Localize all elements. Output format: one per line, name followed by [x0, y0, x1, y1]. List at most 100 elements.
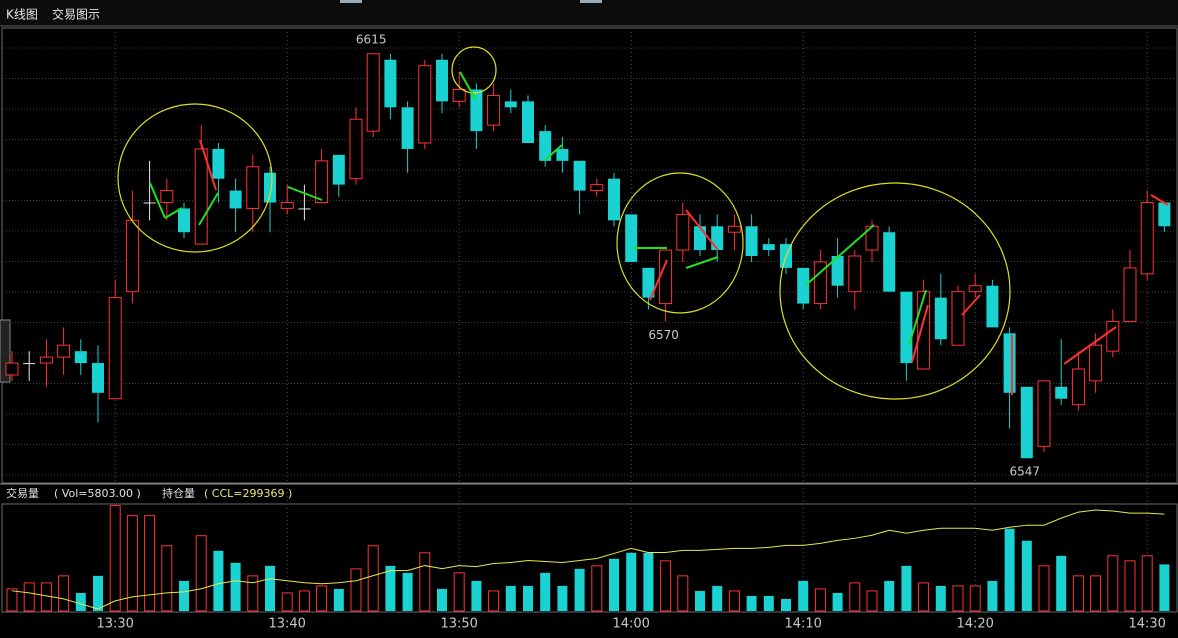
trend-line — [649, 259, 668, 301]
candle-body — [143, 202, 156, 204]
candle-body — [5, 362, 19, 376]
volume-bar — [505, 585, 516, 611]
annotation-circles — [117, 46, 1011, 400]
candle-body — [160, 190, 174, 203]
volume-bar — [918, 582, 930, 612]
trend-line — [961, 294, 981, 316]
candle-body — [848, 255, 862, 293]
volume-bar — [523, 585, 533, 611]
candle-body — [711, 226, 724, 251]
trend-line — [1063, 326, 1117, 365]
volume-bar — [6, 588, 18, 612]
volume-bar — [144, 515, 156, 612]
candle-body — [178, 208, 190, 233]
volume-bar — [574, 568, 585, 611]
volume-bar — [884, 580, 895, 611]
tab-bar — [0, 0, 1178, 26]
tab[interactable]: 交易图示 — [52, 7, 100, 22]
volume-bar — [350, 568, 362, 612]
x-tick-label: 14:00 — [612, 617, 649, 632]
candle-body — [401, 107, 414, 149]
candle-body — [57, 344, 71, 358]
scroll-handle[interactable] — [0, 319, 11, 383]
candle-body — [487, 94, 501, 126]
volume-bar — [798, 580, 809, 611]
candle-body — [452, 88, 466, 102]
candle-body — [676, 213, 690, 251]
volume-bar — [557, 585, 568, 611]
candle-body — [951, 291, 965, 346]
volume-bar — [1072, 575, 1084, 612]
x-tick-label: 13:40 — [268, 617, 305, 632]
volume-bar — [58, 575, 70, 612]
candle-body — [470, 89, 483, 132]
candle-body — [332, 154, 345, 185]
volume-bar — [987, 580, 998, 611]
volume-pane — [1, 503, 1178, 613]
volume-bar — [1021, 540, 1032, 611]
candle-body — [831, 256, 844, 286]
x-tick-label: 14:20 — [956, 617, 993, 632]
annotation-circle — [451, 46, 497, 94]
volume-bar — [316, 585, 328, 612]
volume-bar — [626, 552, 637, 611]
trend-line — [199, 139, 217, 191]
candle-body — [212, 148, 225, 179]
volume-bar — [746, 595, 757, 611]
extreme-label: 6615 — [356, 32, 387, 46]
volume-bar — [419, 552, 431, 612]
volume-bar — [952, 585, 964, 612]
volume-bar — [540, 572, 551, 611]
candle-body — [92, 363, 104, 393]
volume-bar — [832, 592, 843, 611]
volume-bar — [660, 560, 672, 612]
scroll-marker — [340, 0, 362, 3]
candle-body — [23, 363, 36, 365]
trend-lines — [149, 71, 1169, 395]
trend-line — [908, 289, 927, 346]
volume-bar — [453, 572, 465, 612]
trend-line — [685, 209, 719, 251]
extreme-label: 6570 — [648, 328, 679, 342]
candle-body — [934, 297, 947, 340]
volume-bar — [728, 590, 740, 612]
candle-body — [436, 59, 448, 102]
volume-value: ( Vol=5803.00 ) — [54, 487, 141, 500]
x-tick-label: 13:30 — [96, 617, 133, 632]
volume-bar — [179, 580, 189, 611]
volume-bar — [281, 592, 293, 612]
open-interest-line — [11, 509, 1165, 610]
trend-line — [685, 256, 719, 269]
candle-body — [797, 267, 810, 304]
volume-bar — [1056, 555, 1067, 611]
candle-body — [1020, 386, 1033, 459]
volume-bar — [367, 545, 379, 612]
volume-bar — [402, 572, 413, 611]
volume-bar — [643, 552, 654, 611]
tab[interactable]: K线图 — [6, 8, 38, 22]
candle-body — [366, 53, 380, 132]
volume-bar — [93, 575, 103, 611]
trend-line — [198, 192, 219, 226]
candle-body — [745, 226, 758, 256]
volume-bar — [195, 535, 207, 612]
candle-body — [1123, 267, 1137, 322]
candle-body — [349, 118, 363, 180]
candle-body — [694, 226, 706, 251]
trend-line — [287, 186, 323, 201]
trend-line — [911, 304, 929, 363]
candle-body — [1158, 202, 1171, 227]
volume-bar — [1159, 564, 1170, 611]
candle-body — [246, 166, 260, 209]
price-pane — [1, 27, 1178, 484]
oi-title: 持仓量 — [162, 486, 195, 500]
volume-bar — [161, 545, 173, 612]
candle-body — [608, 178, 620, 221]
volume-bar — [1124, 560, 1136, 612]
trend-line — [1150, 194, 1169, 206]
volume-bar — [969, 585, 981, 612]
candle-body — [727, 225, 741, 233]
candle-body — [900, 291, 913, 364]
volume-bar — [23, 582, 35, 612]
